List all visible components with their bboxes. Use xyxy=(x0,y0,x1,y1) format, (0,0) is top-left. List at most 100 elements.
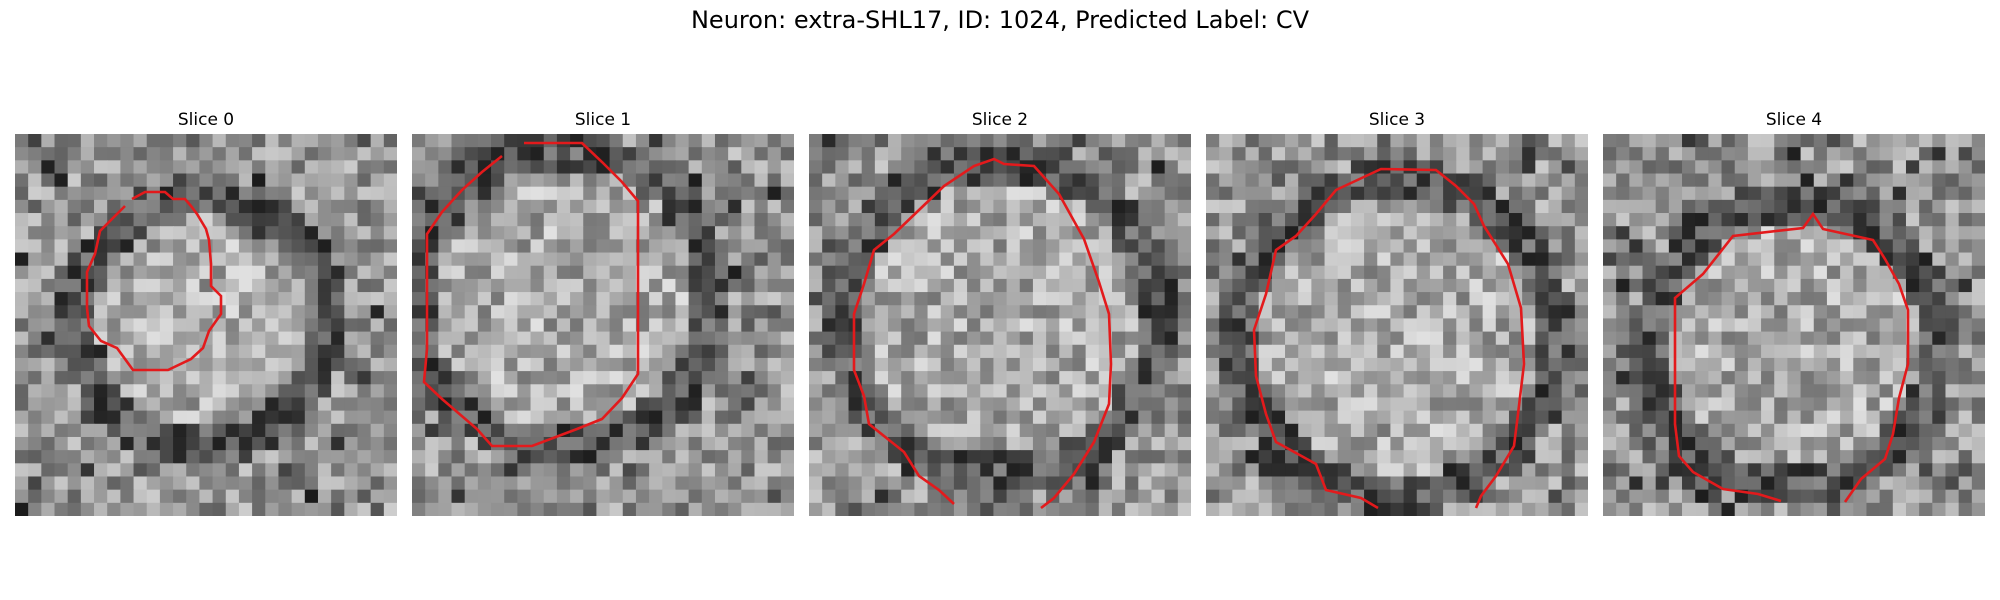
image-pixel xyxy=(1919,397,1933,412)
image-pixel xyxy=(1311,173,1326,188)
image-pixel xyxy=(1271,265,1286,280)
image-pixel xyxy=(888,199,902,214)
image-pixel xyxy=(1059,292,1074,306)
image-pixel xyxy=(993,278,1008,293)
image-pixel xyxy=(1905,160,1920,175)
image-pixel xyxy=(1629,134,1644,148)
image-pixel xyxy=(1495,489,1510,504)
image-pixel xyxy=(543,331,558,346)
image-pixel xyxy=(1138,489,1153,504)
image-pixel xyxy=(1032,397,1047,412)
image-pixel xyxy=(1548,173,1563,188)
image-pixel xyxy=(412,213,426,227)
image-pixel xyxy=(1840,384,1854,399)
image-pixel xyxy=(344,463,359,478)
image-pixel xyxy=(953,436,968,451)
image-pixel xyxy=(1747,213,1762,227)
image-pixel xyxy=(980,489,995,504)
image-pixel xyxy=(1151,292,1166,306)
image-pixel xyxy=(1377,489,1392,504)
image-pixel xyxy=(1695,199,1709,214)
image-pixel xyxy=(1800,384,1815,399)
image-pixel xyxy=(80,147,95,161)
image-pixel xyxy=(809,344,823,359)
image-pixel xyxy=(901,397,915,412)
image-pixel xyxy=(238,292,253,306)
image-pixel xyxy=(1800,502,1815,516)
image-pixel xyxy=(252,450,266,464)
image-pixel xyxy=(425,476,439,491)
image-pixel xyxy=(1945,305,1960,320)
image-pixel xyxy=(1695,173,1709,188)
image-pixel xyxy=(1840,173,1854,188)
image-pixel xyxy=(848,397,863,412)
image-pixel xyxy=(1495,397,1510,412)
image-pixel xyxy=(927,239,942,254)
image-pixel xyxy=(1482,489,1497,504)
image-pixel xyxy=(1429,199,1444,214)
image-pixel xyxy=(199,397,214,412)
image-pixel xyxy=(1522,384,1536,399)
image-pixel xyxy=(28,160,42,175)
image-pixel xyxy=(888,371,902,385)
image-pixel xyxy=(1032,384,1047,399)
image-pixel xyxy=(317,278,332,293)
image-pixel xyxy=(173,305,187,320)
image-pixel xyxy=(146,147,161,161)
image-pixel xyxy=(543,502,558,516)
image-pixel xyxy=(1085,410,1100,425)
image-pixel xyxy=(1826,147,1841,161)
image-pixel xyxy=(94,134,108,148)
image-pixel xyxy=(54,199,69,214)
image-pixel xyxy=(1508,344,1523,359)
image-pixel xyxy=(1298,410,1312,425)
image-pixel xyxy=(464,384,479,399)
image-pixel xyxy=(635,147,650,161)
image-pixel xyxy=(1019,213,1034,227)
image-pixel xyxy=(1350,186,1365,201)
image-pixel xyxy=(1548,450,1563,464)
image-pixel xyxy=(940,371,955,385)
image-pixel xyxy=(357,371,372,385)
image-pixel xyxy=(464,463,479,478)
image-pixel xyxy=(1892,160,1907,175)
image-pixel xyxy=(278,502,293,516)
image-pixel xyxy=(940,239,955,254)
image-pixel xyxy=(451,278,466,293)
image-pixel xyxy=(767,463,782,478)
image-pixel xyxy=(1403,318,1418,333)
image-pixel xyxy=(464,160,479,175)
image-pixel xyxy=(1151,357,1166,372)
image-pixel xyxy=(980,173,995,188)
image-pixel xyxy=(1866,199,1881,214)
image-pixel xyxy=(1285,199,1299,214)
image-pixel xyxy=(133,147,148,161)
image-pixel xyxy=(199,489,214,504)
image-pixel xyxy=(1919,278,1933,293)
image-pixel xyxy=(412,463,426,478)
image-pixel xyxy=(252,476,266,491)
image-pixel xyxy=(767,278,782,293)
image-pixel xyxy=(741,502,756,516)
image-pixel xyxy=(1377,186,1392,201)
image-pixel xyxy=(530,278,545,293)
image-pixel xyxy=(1219,239,1233,254)
image-pixel xyxy=(1019,463,1034,478)
image-pixel xyxy=(570,213,584,227)
image-pixel xyxy=(265,147,280,161)
image-pixel xyxy=(1721,476,1736,491)
image-pixel xyxy=(1006,502,1021,516)
image-pixel xyxy=(1111,160,1126,175)
image-pixel xyxy=(848,252,863,267)
image-pixel xyxy=(67,173,82,188)
image-pixel xyxy=(304,357,319,372)
image-pixel xyxy=(1377,410,1392,425)
image-pixel xyxy=(1403,186,1418,201)
image-pixel xyxy=(1019,489,1034,504)
image-pixel xyxy=(1219,147,1233,161)
image-pixel xyxy=(1734,318,1749,333)
image-pixel xyxy=(1151,344,1166,359)
image-pixel xyxy=(570,147,584,161)
image-pixel xyxy=(41,278,56,293)
image-pixel xyxy=(1232,489,1247,504)
